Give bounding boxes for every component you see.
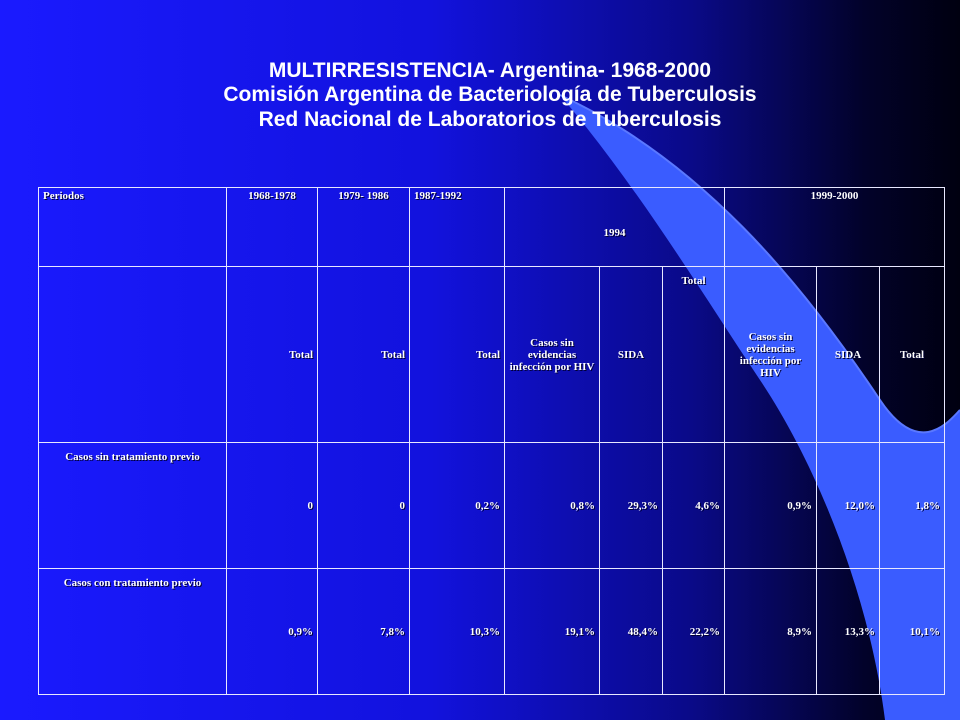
table-cell: 0 — [317, 442, 410, 569]
table-cell: 0,8% — [504, 442, 600, 569]
table-cell: 10,3% — [409, 568, 505, 695]
subheader-total-1979: Total — [317, 266, 410, 443]
table-cell: 29,3% — [599, 442, 663, 569]
subheader-total-1968: Total — [226, 266, 318, 443]
table-cell: 10,1% — [879, 568, 946, 695]
title-line-3: Red Nacional de Laboratorios de Tubercul… — [258, 108, 722, 131]
table-cell: 7,8% — [317, 568, 410, 695]
row-label-sin-tratamiento: Casos sin tratamiento previo — [38, 442, 227, 569]
table-cell: 48,4% — [599, 568, 663, 695]
table-subheader-row: Total Total Total Casos sin evidencias i… — [38, 266, 946, 443]
subheader-empty — [38, 266, 227, 443]
subheader-total-1994: Total — [661, 266, 726, 443]
header-periodos: Periodos — [38, 187, 227, 267]
table-cell: 0 — [226, 442, 318, 569]
subheader-sin-hiv-1994: Casos sin evidencias infección por HIV — [504, 266, 600, 443]
table-row: Casos con tratamiento previo 0,9% 7,8% 1… — [38, 568, 946, 695]
subheader-total-1999: Total — [879, 266, 946, 443]
subheader-sin-hiv-1999: Casos sin evidencias infección por HIV — [724, 266, 818, 443]
header-period-1968-1978: 1968-1978 — [226, 187, 318, 267]
table-cell: 4,6% — [661, 442, 726, 569]
table-row: Casos sin tratamiento previo 0 0 0,2% 0,… — [38, 442, 946, 569]
row-label-con-tratamiento: Casos con tratamiento previo — [38, 568, 227, 695]
header-period-1987-1992: 1987-1992 — [409, 187, 505, 267]
table-header-row: Periodos 1968-1978 1979- 1986 1987-1992 … — [38, 187, 946, 267]
header-period-1979-1986: 1979- 1986 — [317, 187, 410, 267]
table-cell: 1,8% — [879, 442, 946, 569]
table-cell: 13,3% — [816, 568, 881, 695]
table-cell: 12,0% — [816, 442, 881, 569]
title-line-1: MULTIRRESISTENCIA- Argentina- 1968-2000 — [268, 59, 712, 82]
title-line-2: Comisión Argentina de Bacteriología de T… — [223, 83, 757, 106]
table-cell: 19,1% — [504, 568, 600, 695]
header-period-1999-2000: 1999-2000 — [724, 187, 946, 267]
table-cell: 22,2% — [661, 568, 726, 695]
table-cell: 0,9% — [226, 568, 318, 695]
header-period-1994: 1994 — [503, 187, 726, 267]
table-cell: 0,2% — [409, 442, 505, 569]
subheader-sida-1999: SIDA — [816, 266, 881, 443]
subheader-total-1987: Total — [409, 266, 505, 443]
table-cell: 8,9% — [724, 568, 818, 695]
subheader-sida-1994: SIDA — [599, 266, 663, 443]
resistance-table: Periodos 1968-1978 1979- 1986 1987-1992 … — [38, 187, 946, 695]
table-cell: 0,9% — [724, 442, 818, 569]
